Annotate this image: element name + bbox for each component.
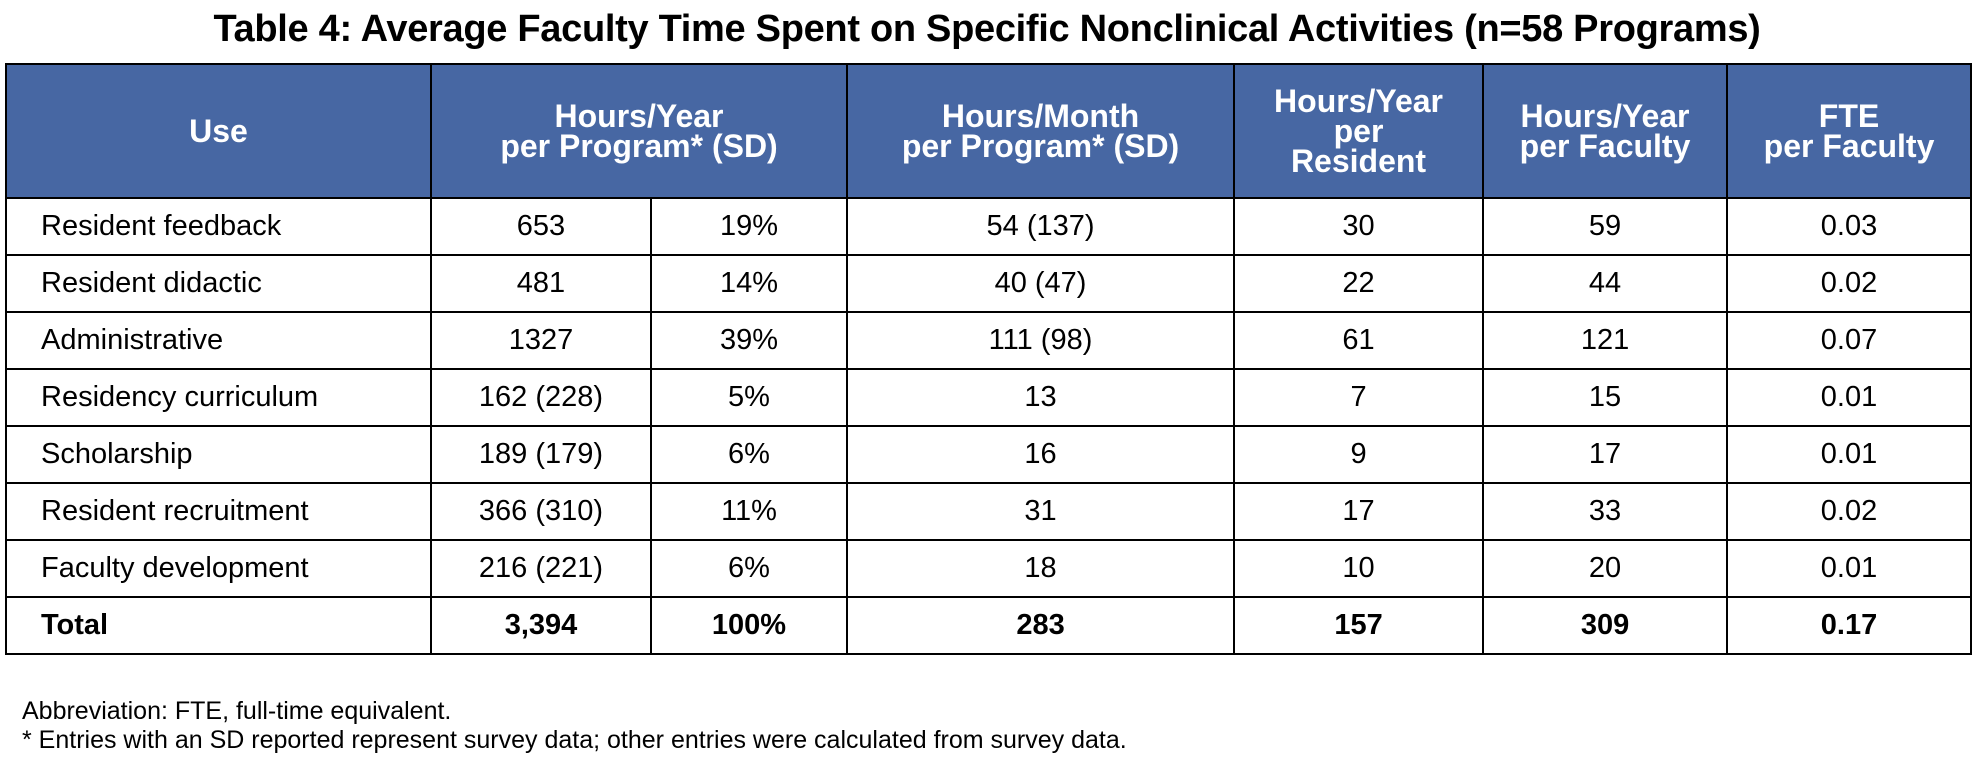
table-row: Scholarship 189 (179) 6% 16 9 17 0.01 <box>5 425 1973 484</box>
cell-percent: 5% <box>649 368 849 427</box>
table-row: Residency curriculum 162 (228) 5% 13 7 1… <box>5 368 1973 427</box>
cell-hours-month: 54 (137) <box>846 197 1236 256</box>
cell-use: Resident didactic <box>5 254 432 313</box>
total-percent: 100% <box>649 596 849 655</box>
cell-hours-year: 481 <box>430 254 652 313</box>
cell-hours-month: 31 <box>846 482 1236 541</box>
cell-fte: 0.02 <box>1726 254 1973 313</box>
cell-fte: 0.01 <box>1726 368 1973 427</box>
header-row: Use Hours/Year per Program* (SD) Hours/M… <box>5 63 1973 199</box>
header-hours-year-per-faculty: Hours/Year per Faculty <box>1482 63 1729 199</box>
cell-hours-per-resident: 30 <box>1233 197 1485 256</box>
table-row: Resident feedback 653 19% 54 (137) 30 59… <box>5 197 1973 256</box>
header-hours-year-per-program: Hours/Year per Program* (SD) <box>429 63 849 199</box>
cell-hours-year: 366 (310) <box>430 482 652 541</box>
cell-use: Resident feedback <box>5 197 432 256</box>
cell-use: Residency curriculum <box>5 368 432 427</box>
cell-percent: 11% <box>649 482 849 541</box>
cell-hours-per-faculty: 121 <box>1482 311 1729 370</box>
cell-hours-per-faculty: 44 <box>1482 254 1729 313</box>
total-hours-per-faculty: 309 <box>1482 596 1729 655</box>
total-hours-year: 3,394 <box>430 596 652 655</box>
cell-hours-month: 16 <box>846 425 1236 484</box>
header-hours-year-per-resident: Hours/Year per Resident <box>1233 63 1485 199</box>
total-hours-per-resident: 157 <box>1233 596 1485 655</box>
total-row: Total 3,394 100% 283 157 309 0.17 <box>5 596 1973 655</box>
cell-hours-per-resident: 9 <box>1233 425 1485 484</box>
cell-hours-month: 40 (47) <box>846 254 1236 313</box>
cell-hours-year: 653 <box>430 197 652 256</box>
header-hours-month-per-program: Hours/Month per Program* (SD) <box>846 63 1236 199</box>
cell-hours-per-faculty: 20 <box>1482 539 1729 598</box>
cell-hours-year: 216 (221) <box>430 539 652 598</box>
cell-hours-per-resident: 22 <box>1233 254 1485 313</box>
cell-hours-month: 13 <box>846 368 1236 427</box>
cell-fte: 0.03 <box>1726 197 1973 256</box>
cell-fte: 0.01 <box>1726 425 1973 484</box>
cell-use: Administrative <box>5 311 432 370</box>
cell-hours-year: 189 (179) <box>430 425 652 484</box>
footnote: * Entries with an SD reported represent … <box>22 726 1127 754</box>
cell-percent: 39% <box>649 311 849 370</box>
cell-hours-per-resident: 17 <box>1233 482 1485 541</box>
faculty-time-table: Use Hours/Year per Program* (SD) Hours/M… <box>5 63 1973 655</box>
cell-hours-per-resident: 10 <box>1233 539 1485 598</box>
total-hours-month: 283 <box>846 596 1236 655</box>
cell-percent: 14% <box>649 254 849 313</box>
header-use: Use <box>5 63 432 199</box>
cell-hours-month: 111 (98) <box>846 311 1236 370</box>
cell-hours-month: 18 <box>846 539 1236 598</box>
cell-hours-per-faculty: 17 <box>1482 425 1729 484</box>
abbreviation-note: Abbreviation: FTE, full-time equivalent. <box>22 697 452 725</box>
total-label: Total <box>5 596 432 655</box>
table-notes: Abbreviation: FTE, full-time equivalent.… <box>22 697 1127 755</box>
cell-hours-per-resident: 7 <box>1233 368 1485 427</box>
total-fte: 0.17 <box>1726 596 1973 655</box>
cell-fte: 0.02 <box>1726 482 1973 541</box>
cell-percent: 6% <box>649 539 849 598</box>
table-row: Resident didactic 481 14% 40 (47) 22 44 … <box>5 254 1973 313</box>
cell-hours-per-faculty: 59 <box>1482 197 1729 256</box>
table-row: Resident recruitment 366 (310) 11% 31 17… <box>5 482 1973 541</box>
table-row: Faculty development 216 (221) 6% 18 10 2… <box>5 539 1973 598</box>
table-row: Administrative 1327 39% 111 (98) 61 121 … <box>5 311 1973 370</box>
cell-percent: 19% <box>649 197 849 256</box>
cell-fte: 0.07 <box>1726 311 1973 370</box>
header-fte-per-faculty: FTE per Faculty <box>1726 63 1973 199</box>
cell-hours-per-faculty: 15 <box>1482 368 1729 427</box>
cell-use: Resident recruitment <box>5 482 432 541</box>
cell-fte: 0.01 <box>1726 539 1973 598</box>
cell-hours-per-faculty: 33 <box>1482 482 1729 541</box>
table-title: Table 4: Average Faculty Time Spent on S… <box>213 8 1761 50</box>
cell-percent: 6% <box>649 425 849 484</box>
cell-hours-per-resident: 61 <box>1233 311 1485 370</box>
cell-use: Scholarship <box>5 425 432 484</box>
cell-use: Faculty development <box>5 539 432 598</box>
cell-hours-year: 1327 <box>430 311 652 370</box>
cell-hours-year: 162 (228) <box>430 368 652 427</box>
